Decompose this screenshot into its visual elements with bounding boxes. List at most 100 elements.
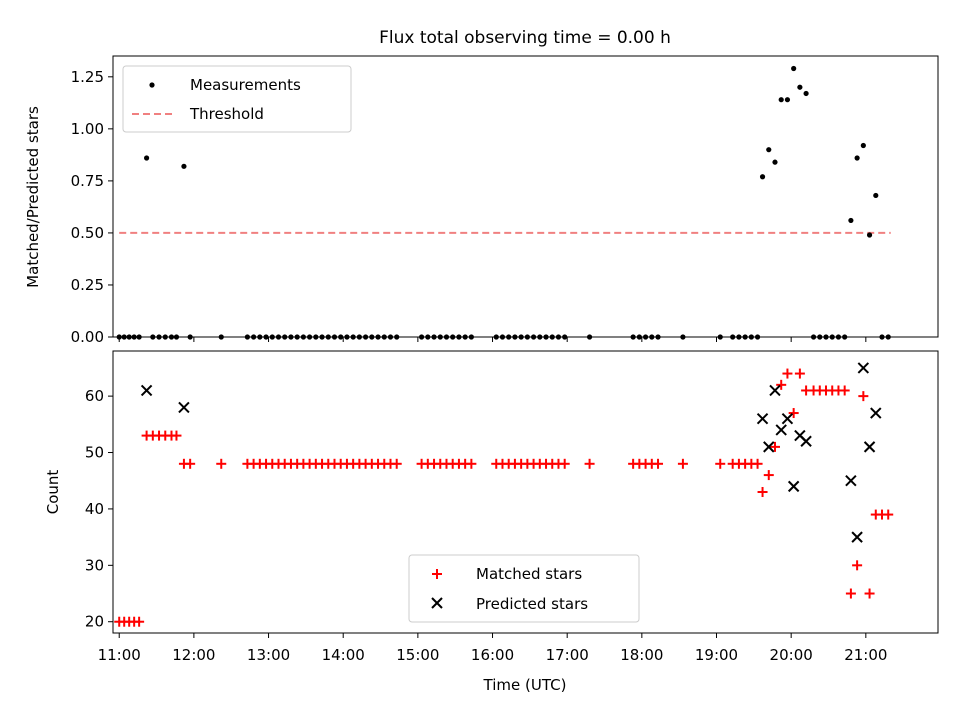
matched-star-point	[391, 458, 402, 469]
predicted-star-point	[775, 424, 787, 436]
top-plot: 0.00 0.25 0.50 0.75 1.00 1.25 Matched/Predict…	[24, 55, 939, 346]
predicted-star-point	[756, 412, 769, 425]
bottom-x-tick-label: 21:00	[844, 646, 887, 664]
matched-star-point	[794, 368, 805, 379]
predicted-star-point	[140, 384, 153, 397]
matched-star-point	[883, 509, 894, 520]
predicted-star-point	[863, 441, 876, 453]
top-y-tick-label: 1.25	[71, 68, 104, 86]
measurement-point	[860, 142, 866, 149]
predicted-star-point	[870, 407, 882, 419]
measurement-point	[759, 174, 766, 180]
legend-predicted-marker	[431, 597, 443, 609]
matched-star-point	[788, 408, 799, 419]
predicted-star-point	[857, 362, 870, 374]
matched-star-point	[858, 391, 869, 402]
matched-star-point	[134, 616, 145, 627]
top-y-axis-label: Matched/Predicted stars	[24, 106, 42, 288]
matched-star-point	[752, 458, 763, 469]
bottom-y-tick-label: 60	[85, 387, 104, 405]
legend-matched-marker	[432, 569, 442, 579]
top-data-marks	[116, 65, 891, 340]
matched-star-point	[769, 441, 780, 452]
top-y-tick-label: 0.75	[71, 172, 104, 190]
bottom-x-ticks: 11:00 12:00 13:00 14:00 15:00 16:00 17:00 18:00…	[98, 633, 887, 664]
predicted-star-point	[851, 531, 863, 543]
matched-star-point	[216, 458, 227, 469]
top-chart-title: Flux total observing time = 0.00 h	[379, 28, 671, 48]
matched-star-point	[757, 487, 768, 497]
top-plot-frame	[112, 55, 939, 338]
bottom-y-tick-label: 40	[85, 500, 104, 518]
measurement-point	[803, 90, 809, 97]
bottom-x-tick-label: 15:00	[396, 646, 439, 664]
bottom-x-axis-label: Time (UTC)	[483, 676, 567, 694]
matched-star-point	[839, 385, 850, 396]
top-y-tick-label: 0.25	[71, 276, 104, 294]
bottom-data-marks	[114, 362, 894, 627]
measurement-point	[854, 155, 860, 161]
predicted-star-point	[787, 480, 800, 493]
bottom-legend-box	[408, 554, 640, 623]
measurement-point	[766, 147, 772, 153]
top-y-ticks: 0.00 0.25 0.50 0.75 1.00 1.25	[71, 68, 113, 346]
matched-star-point	[845, 588, 856, 599]
bottom-plot-frame	[112, 350, 939, 634]
matched-star-point	[559, 458, 570, 469]
measurement-point	[143, 155, 150, 161]
matched-star-point	[715, 458, 726, 469]
bottom-x-tick-label: 14:00	[322, 646, 365, 664]
bottom-x-tick-label: 18:00	[620, 646, 663, 664]
bottom-x-tick-label: 11:00	[98, 646, 141, 664]
top-y-tick-label: 0.50	[71, 224, 104, 242]
measurement-point	[784, 97, 791, 103]
measurement-point	[772, 159, 778, 165]
matched-star-point	[171, 430, 182, 441]
legend-measurements-marker	[149, 82, 155, 88]
predicted-star-point	[769, 384, 781, 397]
bottom-plot: 20 30 40 50 60 11:00 12:00 13:00 14:00 15:00 16:0…	[44, 350, 939, 694]
matched-star-point	[864, 588, 875, 599]
measurement-point	[181, 163, 187, 169]
top-x-ticks	[118, 337, 867, 342]
top-legend: Measurements Threshold	[122, 65, 352, 133]
matched-star-point	[466, 458, 477, 469]
measurement-point	[797, 84, 803, 90]
bottom-y-ticks: 20 30 40 50 60	[85, 387, 113, 631]
legend-threshold-label: Threshold	[189, 105, 264, 123]
bottom-y-tick-label: 30	[85, 556, 104, 574]
measurement-point	[848, 217, 854, 224]
measurement-point	[873, 192, 879, 199]
top-y-tick-label: 0.00	[71, 328, 104, 346]
matched-star-point	[653, 458, 664, 469]
predicted-star-point	[178, 401, 190, 414]
matched-star-point	[852, 560, 863, 571]
bottom-x-tick-label: 19:00	[695, 646, 738, 664]
bottom-x-tick-label: 13:00	[247, 646, 290, 664]
matched-star-point	[776, 379, 787, 390]
measurement-point	[778, 97, 784, 103]
predicted-star-point	[763, 441, 775, 453]
predicted-star-point	[781, 412, 794, 425]
measurement-point	[866, 232, 873, 238]
matched-star-point	[677, 458, 688, 469]
predicted-star-point	[800, 435, 812, 447]
matched-star-point	[584, 458, 595, 469]
legend-predicted-label: Predicted stars	[476, 595, 588, 613]
bottom-x-tick-label: 12:00	[172, 646, 215, 664]
bottom-x-tick-label: 20:00	[770, 646, 813, 664]
measurement-point	[791, 65, 797, 72]
bottom-x-tick-label: 16:00	[471, 646, 514, 664]
bottom-x-tick-label: 17:00	[546, 646, 589, 664]
top-legend-box	[122, 65, 352, 133]
matched-star-point	[782, 368, 793, 379]
legend-matched-label: Matched stars	[476, 565, 582, 583]
bottom-legend: Matched stars Predicted stars	[408, 554, 640, 623]
matched-star-point	[763, 470, 774, 481]
bottom-y-tick-label: 50	[85, 444, 104, 462]
top-y-tick-label: 1.00	[71, 120, 104, 138]
bottom-y-tick-label: 20	[85, 613, 104, 631]
predicted-star-point	[845, 475, 857, 487]
bottom-y-axis-label: Count	[44, 470, 62, 515]
